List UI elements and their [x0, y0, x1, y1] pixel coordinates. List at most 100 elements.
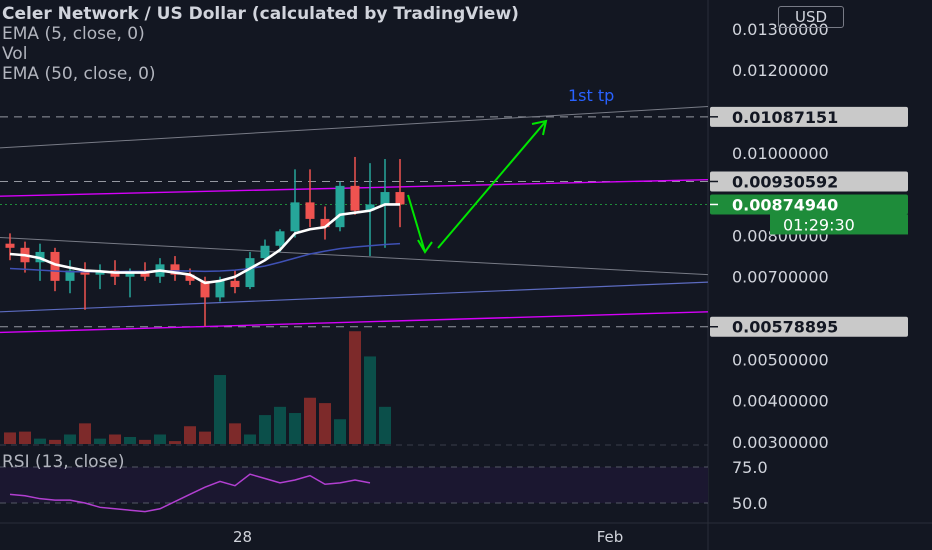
volume-bar	[334, 419, 346, 444]
candle-body	[320, 218, 330, 228]
candle	[260, 239, 270, 261]
volume-bar	[49, 439, 61, 444]
candle	[395, 159, 405, 228]
rsi-pane	[0, 466, 708, 513]
candle-body	[380, 192, 390, 205]
candle-body	[65, 270, 75, 281]
volume-bar	[34, 438, 46, 444]
candle-body	[230, 280, 240, 288]
ema-slow-line	[9, 242, 401, 273]
time-axis[interactable]: 28 Feb	[233, 528, 623, 546]
volume-bar	[349, 331, 361, 444]
indicator-vol-label[interactable]: Vol	[2, 44, 28, 64]
volume-bar	[154, 434, 166, 444]
rsi-tick-label: 50.0	[732, 494, 768, 513]
candle	[230, 270, 240, 294]
lower-trend-line	[0, 236, 709, 276]
candle-body	[275, 231, 285, 246]
candle-body	[170, 264, 180, 275]
countdown-text: 01:29:30	[783, 215, 855, 234]
channel-bottom-line	[0, 311, 709, 334]
candle-body	[245, 258, 255, 288]
volume-bar	[214, 375, 226, 444]
price-tick-label: 0.01200000	[732, 61, 829, 80]
price-label-box	[710, 171, 908, 192]
price-tick-label: 0.01300000	[732, 20, 829, 39]
volume-bar	[139, 439, 151, 444]
volume-bar	[184, 426, 196, 444]
volume-bar	[379, 406, 391, 444]
volume-bar	[199, 431, 211, 444]
candle	[5, 233, 15, 261]
price-label-text: 0.01087151	[732, 108, 838, 127]
volume-bar	[244, 434, 256, 444]
candle-body	[125, 271, 135, 277]
time-tick-label: Feb	[597, 528, 624, 546]
candle-body	[350, 185, 360, 211]
price-label-text: 0.00874940	[732, 195, 838, 214]
price-tick-label: 0.00400000	[732, 392, 829, 411]
volume-bar	[304, 397, 316, 444]
volume-bar	[169, 441, 181, 444]
volume-bar	[259, 415, 271, 444]
candle	[245, 251, 255, 290]
price-axis[interactable]: 0.013000000.012000000.010000000.00800000…	[710, 20, 908, 513]
price-tick-label: 0.00300000	[732, 433, 829, 452]
candle-body	[335, 185, 345, 228]
candle	[65, 260, 75, 294]
volume-bar	[319, 403, 331, 444]
rsi-indicator-label[interactable]: RSI (13, close)	[2, 452, 125, 472]
price-label-box	[710, 316, 908, 337]
countdown-box	[770, 214, 908, 235]
support-line	[0, 281, 709, 313]
ema-fast-line	[9, 203, 400, 285]
candle	[305, 169, 315, 228]
candle-body	[185, 274, 195, 281]
indicator-ema-fast-label[interactable]: EMA (5, close, 0)	[2, 24, 145, 44]
candle-body	[50, 251, 60, 281]
candle	[200, 276, 210, 327]
price-tick-label: 0.00700000	[732, 268, 829, 287]
candle	[335, 181, 345, 232]
currency-button[interactable]: USD	[778, 6, 844, 28]
candle-body	[80, 270, 90, 275]
volume-bar	[289, 413, 301, 444]
time-tick-label: 28	[233, 528, 252, 546]
up-arrow	[437, 120, 547, 249]
candle	[320, 206, 330, 240]
volume-bar	[229, 423, 241, 444]
price-tick-label: 0.00500000	[732, 350, 829, 369]
rsi-tick-label: 75.0	[732, 458, 768, 477]
first-tp-label: 1st tp	[568, 86, 615, 105]
candle-body	[215, 280, 225, 298]
trend-lines	[0, 106, 709, 334]
candle-body	[200, 280, 210, 298]
rsi-band	[0, 467, 708, 503]
price-tick-label: 0.01000000	[732, 144, 829, 163]
candle	[170, 256, 180, 281]
down-arrow-head	[417, 239, 433, 254]
volume-bar	[124, 436, 136, 444]
candle-body	[260, 245, 270, 259]
price-label-text: 0.00578895	[732, 318, 838, 337]
candle-body	[5, 243, 15, 248]
candle	[290, 169, 300, 238]
symbol-title[interactable]: Celer Network / US Dollar (calculated by…	[2, 4, 519, 24]
volume-bar	[364, 356, 376, 444]
candle	[35, 243, 45, 281]
volume-bar	[94, 438, 106, 444]
price-label-box	[710, 194, 908, 215]
volume-bar	[4, 432, 16, 444]
candle-body	[305, 202, 315, 219]
up-arrow-head	[531, 119, 548, 136]
candle	[50, 247, 60, 292]
indicator-ema-slow-label[interactable]: EMA (50, close, 0)	[2, 64, 156, 84]
candle	[350, 156, 360, 215]
volume-bar	[109, 434, 121, 444]
volume-bar	[19, 431, 31, 444]
chart-legend: Celer Network / US Dollar (calculated by…	[2, 4, 519, 84]
rsi-line	[9, 473, 371, 513]
volume-bar	[79, 423, 91, 444]
